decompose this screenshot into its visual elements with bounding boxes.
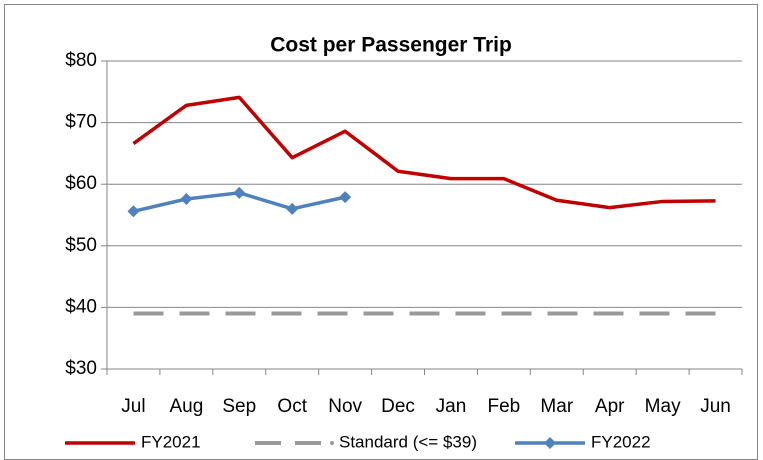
x-tick-label: Jan: [436, 396, 467, 417]
data-point: [339, 191, 352, 204]
x-tick-label: Aug: [169, 396, 203, 417]
x-tick-label: Dec: [381, 396, 415, 417]
legend-marker: [330, 441, 334, 445]
legend-label: FY2022: [591, 432, 651, 451]
x-tick-label: Oct: [277, 396, 307, 417]
x-tick-label: Jun: [700, 396, 731, 417]
x-tick-label: Mar: [540, 396, 573, 417]
data-point: [286, 202, 299, 215]
series-line: [132, 95, 716, 210]
x-tick-label: Jul: [121, 396, 145, 417]
legend-label: FY2021: [141, 432, 201, 451]
y-tick-label: $70: [65, 112, 97, 133]
x-tick-label: May: [645, 396, 681, 417]
y-tick-label: $60: [65, 173, 97, 194]
chart-title: Cost per Passenger Trip: [270, 34, 512, 57]
y-tick-label: $50: [65, 235, 97, 256]
y-tick-label: $30: [65, 358, 97, 379]
data-point: [233, 186, 246, 199]
chart-border: [4, 4, 758, 460]
y-tick-label: $40: [65, 296, 97, 317]
x-tick-label: Feb: [488, 396, 521, 417]
x-tick-label: Apr: [595, 396, 625, 417]
data-point: [127, 205, 140, 218]
y-tick-label: $80: [65, 50, 97, 71]
legend-label: Standard (<= $39): [339, 432, 477, 451]
data-point: [180, 192, 193, 205]
x-tick-label: Sep: [222, 396, 256, 417]
legend-marker: [544, 437, 556, 449]
x-tick-label: Nov: [328, 396, 362, 417]
